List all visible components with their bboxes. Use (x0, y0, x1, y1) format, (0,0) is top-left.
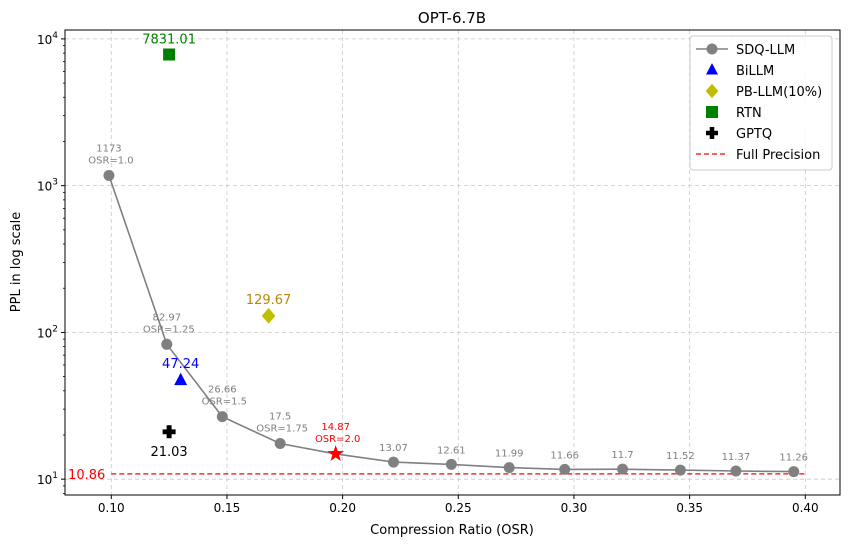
point-value-label: 11.66 (550, 450, 579, 461)
point-value-label: 1173 (96, 143, 121, 154)
legend-label: SDQ-LLM (736, 43, 795, 58)
legend: SDQ-LLM BiLLM PB-LLM(10%) RTN GPTQ Full Preci… (689, 35, 833, 171)
point-value-label: 13.07 (379, 443, 408, 454)
point-osr-label: OSR=1.5 (202, 397, 247, 408)
point-osr-label: OSR=1.0 (88, 155, 133, 166)
legend-marker (706, 43, 718, 55)
point-value-label: 129.67 (246, 293, 292, 308)
sdq-llm-point (788, 466, 800, 478)
y-tick-label: 102 (37, 324, 58, 340)
point-osr-label: OSR=2.0 (315, 434, 360, 445)
point-value-label: 17.5 (269, 411, 291, 422)
point-value-label: 11.26 (779, 453, 808, 464)
sdq-llm-point (161, 338, 173, 350)
legend-box (689, 35, 833, 171)
legend-label: GPTQ (736, 127, 772, 142)
point-value-label: 11.37 (722, 452, 751, 463)
point-value-label: 11.7 (611, 450, 633, 461)
sdq-llm-point (274, 437, 286, 449)
gptq-point (162, 425, 176, 439)
point-value-label: 11.99 (495, 449, 524, 460)
rtn-point (163, 48, 176, 61)
y-tick-label: 103 (37, 178, 58, 194)
legend-marker (706, 63, 718, 75)
point-value-label: 26.66 (208, 385, 237, 396)
legend-marker (706, 106, 718, 118)
sdq-llm-point (503, 462, 515, 474)
point-value-label: 11.52 (666, 451, 695, 462)
point-value-label: 47.24 (162, 357, 199, 372)
x-axis: 0.10 0.15 0.20 0.25 0.30 0.35 0.40 (98, 495, 819, 515)
series-layer (103, 48, 800, 478)
point-value-label: 21.03 (150, 445, 187, 460)
sdq-llm-point (388, 456, 400, 468)
sdq-llm-highlight-point (327, 445, 344, 461)
legend-label: Full Precision (736, 148, 820, 163)
point-value-label: 14.87 (321, 422, 350, 433)
point-value-label: 82.97 (152, 312, 181, 323)
sdq-llm-point (559, 463, 571, 475)
point-osr-label: OSR=1.25 (143, 324, 195, 335)
x-tick-label: 0.10 (98, 501, 125, 515)
sdq-llm-point (617, 463, 629, 475)
sdq-llm-point (445, 458, 457, 470)
sdq-llm-point (730, 465, 742, 477)
billm-point (174, 372, 188, 386)
point-value-label: 7831.01 (142, 32, 196, 47)
x-axis-label: Compression Ratio (OSR) (370, 523, 534, 538)
chart-title: OPT-6.7B (418, 9, 486, 27)
y-axis-label: PPL in log scale (9, 212, 24, 312)
pb-llm-10-point (261, 308, 276, 324)
y-axis: 101 102 103 104 (37, 31, 65, 494)
x-tick-label: 0.20 (329, 501, 356, 515)
sdq-llm-point (103, 169, 115, 181)
x-tick-label: 0.40 (792, 501, 819, 515)
legend-label: BiLLM (736, 64, 774, 79)
legend-marker (706, 127, 718, 139)
sdq-llm-point (216, 411, 228, 423)
legend-label: PB-LLM(10%) (736, 85, 822, 100)
x-tick-label: 0.25 (445, 501, 472, 515)
point-osr-label: OSR=1.75 (256, 423, 308, 434)
x-tick-label: 0.30 (561, 501, 588, 515)
legend-marker (705, 83, 719, 99)
reference-layer: 10.86 (68, 468, 806, 483)
point-value-label: 12.61 (437, 445, 466, 456)
x-tick-label: 0.35 (676, 501, 703, 515)
y-tick-label: 101 (37, 471, 58, 487)
x-tick-label: 0.15 (214, 501, 241, 515)
full-precision-value-label: 10.86 (68, 468, 105, 483)
legend-label: RTN (736, 106, 762, 121)
y-tick-label: 104 (37, 31, 58, 47)
sdq-llm-point (674, 464, 686, 476)
sdq-llm-line (108, 175, 794, 473)
